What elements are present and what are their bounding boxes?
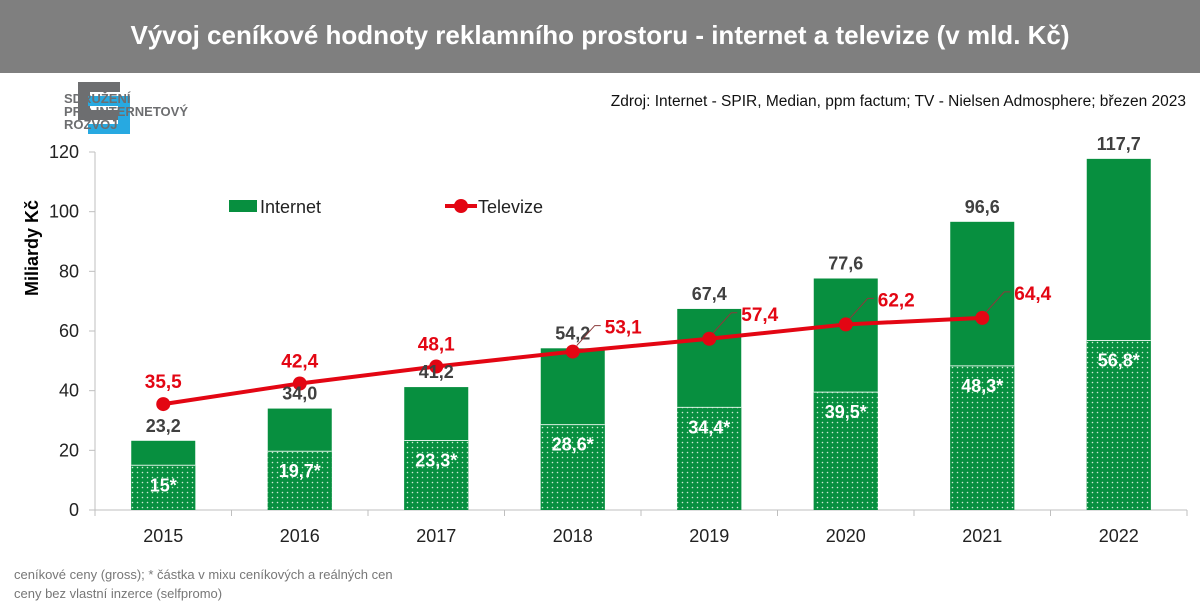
tv-line [156,310,990,412]
data-label-internet-mix: 48,3* [961,376,1003,396]
data-label-internet: 96,6 [965,197,1000,217]
chart-title: Vývoj ceníkové hodnoty reklamního prosto… [130,20,1070,50]
x-tick-label: 2021 [962,526,1002,546]
title-banner: Vývoj ceníkové hodnoty reklamního prosto… [0,0,1200,73]
bar-internet-mix [813,392,878,510]
data-label-internet-mix: 23,3* [415,450,457,470]
logo-line: SDRUŽENÍ [64,91,131,106]
series-point-televize [565,344,580,359]
data-label-televize: 35,5 [145,372,182,393]
data-label-internet: 117,7 [1097,134,1141,154]
bars [131,158,1151,510]
data-label-internet: 54,2 [555,323,590,343]
x-tick-label: 2022 [1099,526,1139,546]
series-point-televize [975,310,990,325]
data-label-internet-mix: 39,5* [825,402,867,422]
bar-internet-mix [540,424,605,510]
y-tick-label: 120 [49,142,79,162]
legend-label-televize: Televize [478,197,543,217]
bar-internet-mix [131,465,196,510]
bar-internet-mix [1086,340,1151,510]
bar-internet-mix [950,365,1015,510]
x-tick-label: 2019 [689,526,729,546]
leader-line [712,312,738,334]
x-tick-label: 2018 [553,526,593,546]
data-label-internet-mix: 19,7* [279,461,321,481]
data-label-televize: 53,1 [605,318,642,339]
footnote-line: ceny bez vlastní inzerce (selfpromo) [14,586,223,601]
x-tick-label: 2020 [826,526,866,546]
x-tick-label: 2017 [416,526,456,546]
y-tick-label: 60 [59,321,79,341]
data-label-televize: 62,2 [878,290,915,311]
spir-logo-icon [78,82,130,134]
x-tick-label: 2016 [280,526,320,546]
data-label-internet-mix: 34,4* [688,417,730,437]
y-tick-label: 80 [59,261,79,281]
y-axis-label: Miliardy Kč [22,200,42,296]
legend: Internet Televize [229,197,543,217]
y-tick-label: 0 [69,500,79,520]
series-point-televize [292,376,307,391]
source-note: Zdroj: Internet - SPIR, Median, ppm fact… [610,93,1186,110]
footnotes: ceníkové ceny (gross); * částka v mixu c… [14,565,393,603]
series-point-televize [429,359,444,374]
x-tick-label: 2015 [143,526,183,546]
data-label-internet-mix: 28,6* [552,435,594,455]
legend-marker-televize [454,199,468,213]
y-tick-label: 20 [59,440,79,460]
footnote-line: ceníkové ceny (gross); * částka v mixu c… [14,567,393,582]
leader-line [985,291,1011,313]
data-label-televize: 57,4 [741,305,778,326]
data-label-televize: 64,4 [1014,284,1051,305]
leader-line [576,325,601,346]
bar-internet-mix [267,451,332,510]
data-label-internet-mix: 15* [150,475,177,495]
bar-internet-mix [677,407,742,510]
legend-label-internet: Internet [260,197,321,217]
series-point-televize [156,397,171,412]
y-tick-label: 40 [59,381,79,401]
data-label-televize: 48,1 [418,335,455,356]
data-label-internet: 41,2 [419,362,454,382]
axes: 0 20 40 60 80 100 120 2015 2016 2017 2018 2019 2020 2… [49,142,1188,546]
legend-swatch-internet [229,200,257,212]
logo-text: SDRUŽENÍ PRO INTERNETOVÝ ROZVOJ [64,92,188,131]
logo-line: PRO INTERNETOVÝ [64,104,189,119]
logo-line: ROZVOJ [64,117,118,132]
data-labels: 23,2 15* 34,0 19,7* 41,2 23,3* 54,2 28,6* 67,4 34… [145,134,1141,495]
data-label-televize: 42,4 [281,352,318,373]
data-label-internet: 77,6 [828,253,863,273]
data-label-internet: 67,4 [692,284,727,304]
data-label-internet-mix: 56,8* [1098,351,1140,371]
series-point-televize [702,331,717,346]
data-label-internet: 23,2 [146,416,181,436]
data-label-internet: 34,0 [282,384,317,404]
y-tick-label: 100 [49,202,79,222]
bar-internet-mix [404,440,469,510]
leader-line [849,297,874,319]
series-point-televize [838,317,853,332]
